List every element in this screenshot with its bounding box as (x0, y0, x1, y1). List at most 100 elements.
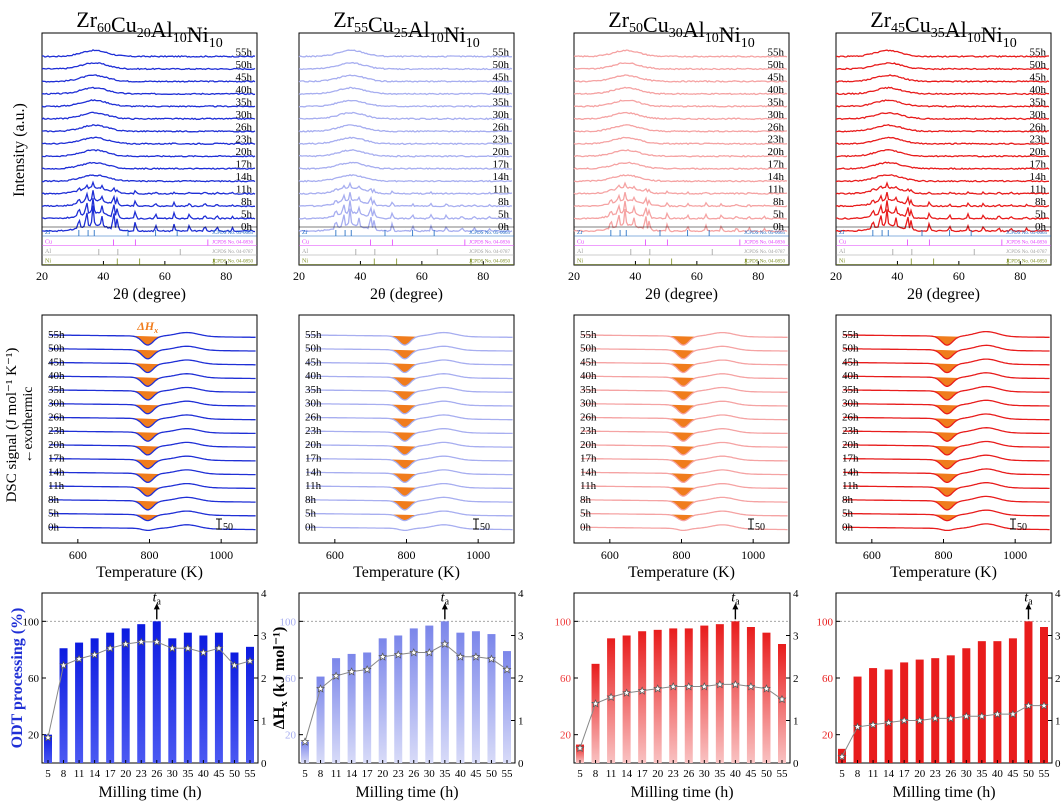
bar (993, 641, 1002, 763)
x-tick-label: 11 (868, 768, 879, 780)
ref-card: JCPDS No. 05-0665 (469, 231, 510, 236)
dHx-marker (853, 722, 862, 731)
x-tick-label: 800 (673, 548, 691, 562)
bar (591, 663, 600, 763)
exotherm-area (669, 336, 697, 346)
series-label: 40h (236, 84, 253, 96)
exotherm-area (933, 500, 961, 510)
alloy-title: Zr60Cu20Al10Ni10 (76, 7, 222, 51)
element-subscript: 10 (209, 36, 223, 51)
ref-element: Cu (839, 240, 846, 246)
bar (456, 632, 465, 763)
dsc-curve (49, 510, 256, 522)
dsc-curve (581, 496, 788, 511)
x-tick-label: 40 (629, 269, 641, 283)
xrd-curve (41, 62, 256, 71)
element-symbol: Ni (187, 22, 209, 47)
exotherm-area (669, 432, 697, 442)
ref-card: JCPDS No. 04-0836 (212, 241, 253, 246)
element-symbol: Zr (76, 7, 97, 32)
series-label: 55h (236, 46, 253, 58)
series-label: 45h (305, 356, 322, 368)
dHx-marker (977, 711, 987, 721)
x-tick-label: 17 (362, 768, 374, 780)
xrd-curve (835, 174, 1050, 183)
bar (653, 629, 662, 763)
ta-main: t (441, 590, 446, 605)
y2-tick-label: 0 (518, 758, 524, 770)
y2-tick-label: 0 (261, 758, 267, 770)
exotherm-area (134, 404, 161, 414)
xrd-curve (573, 209, 788, 233)
bar (869, 668, 878, 763)
dHx-marker (487, 654, 496, 663)
bar (152, 621, 161, 763)
dHx-marker (331, 671, 341, 680)
xrd-y-label: Intensity (a.u.) (11, 103, 28, 197)
bar-frame (573, 592, 791, 764)
series-label: 5h (241, 209, 253, 221)
series-label: 14h (305, 466, 322, 478)
dsc-curve (581, 386, 788, 401)
exotherm-area (933, 487, 961, 497)
exotherm-area (669, 363, 697, 373)
dHx-marker (230, 660, 239, 670)
dsc-curve (581, 455, 788, 470)
exotherm-area (134, 445, 161, 455)
bar (1024, 621, 1033, 763)
xrd-curve (573, 111, 788, 121)
bar (168, 638, 177, 763)
bar (121, 628, 130, 763)
bar (638, 631, 647, 763)
xrd-curve (298, 99, 513, 108)
exotherm-area (669, 349, 697, 359)
x-tick-label: 20 (293, 269, 305, 283)
y-tick-label: 20 (285, 730, 297, 742)
series-label: 20h (842, 439, 859, 451)
x-axis-label: 2θ (degree) (113, 286, 186, 303)
exotherm-area (933, 514, 961, 521)
xrd-curve (573, 174, 788, 183)
bar (246, 646, 254, 763)
bar (762, 632, 771, 763)
series-label: 17h (768, 159, 785, 171)
x-tick-label: 8 (855, 768, 861, 780)
element-subscript: 10 (967, 31, 981, 46)
xrd-curve (573, 49, 788, 58)
series-label: 50h (768, 59, 785, 71)
x-tick-label: 80 (1014, 269, 1026, 283)
x-tick-label: 35 (976, 768, 988, 780)
series-label: 8h (48, 494, 60, 506)
exotherm-area (134, 432, 161, 442)
series-label: 55h (768, 46, 785, 58)
alloy-title-text: Zr45Cu35Al10Ni10 (870, 7, 1016, 51)
ref-element: Zr (577, 230, 583, 236)
ta-sub: a (735, 596, 740, 607)
x-axis-label: 2θ (degree) (645, 286, 718, 303)
exotherm-area (669, 445, 697, 455)
dHx-marker (1039, 701, 1049, 710)
dhx-sub: x (278, 701, 290, 707)
bar (75, 642, 84, 763)
dsc-curve (306, 373, 513, 387)
bar-frame (298, 592, 516, 764)
dsc-curve (843, 454, 1050, 470)
dsc-curve (843, 330, 1050, 346)
alloy-title: Zr50Cu30Al10Ni10 (608, 7, 754, 51)
element-subscript: 10 (466, 36, 480, 51)
series-label: 17h (48, 453, 65, 465)
dHx-marker (915, 716, 925, 725)
x-tick-label: 23 (393, 768, 405, 780)
dHx-marker (152, 637, 162, 646)
xrd-curve (573, 62, 788, 71)
dsc-curve (49, 400, 256, 415)
series-label: 0h (842, 521, 854, 533)
dHx-marker (930, 714, 940, 723)
x-tick-label: 800 (141, 548, 159, 562)
series-label: 8h (1035, 196, 1047, 208)
dsc-curve (843, 509, 1050, 522)
ref-card: JCPDS No. 04-0787 (212, 250, 253, 255)
series-label: 17h (236, 159, 253, 171)
bar (59, 648, 68, 763)
x-tick-label: 600 (326, 548, 344, 562)
